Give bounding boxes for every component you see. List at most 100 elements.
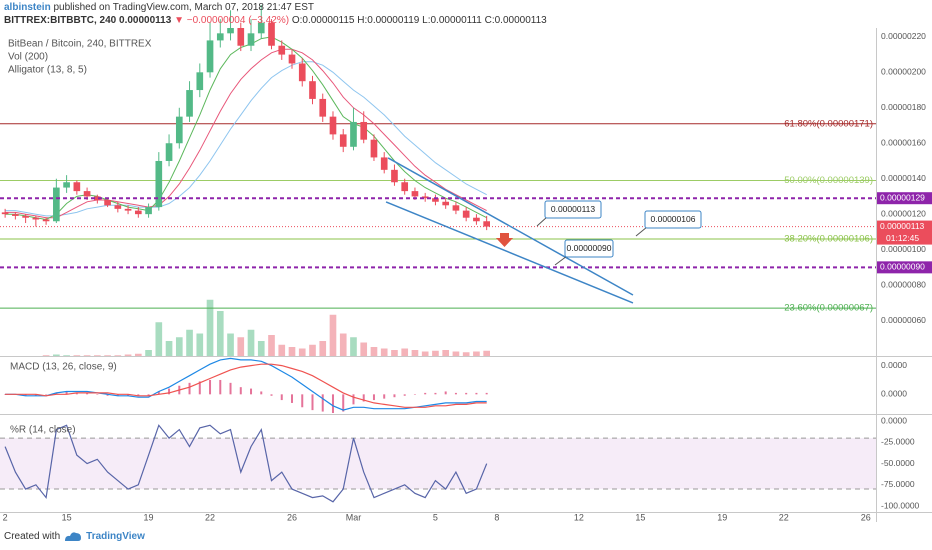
volume-bar [257, 341, 265, 356]
volume-bar [309, 344, 316, 356]
volume-bar [370, 347, 378, 356]
volume-bar [216, 311, 224, 356]
histogram-bar [342, 394, 345, 412]
down-arrow [496, 233, 513, 247]
volume-bar [452, 351, 460, 356]
price-label-box [877, 192, 932, 205]
x-tick-label: 26 [861, 512, 871, 522]
volume-bar [329, 314, 337, 356]
candle-body [73, 182, 81, 192]
plot-layer [0, 4, 876, 503]
y-tick-label: 0.00000080 [881, 279, 926, 289]
candle-body [1, 212, 9, 215]
wr-legend: %R (14, close) [10, 425, 76, 436]
candle-body [12, 214, 19, 216]
volume-bar [268, 335, 275, 356]
candle-body [216, 33, 224, 41]
candle-body [442, 201, 450, 206]
histogram-bar [485, 392, 488, 395]
histogram-bar [475, 392, 478, 395]
histogram-bar [352, 394, 355, 405]
volume-bar [83, 355, 91, 356]
x-tick-label: Mar [346, 512, 362, 522]
volume-bar [124, 354, 132, 356]
y-tick-label: 0.00000160 [881, 137, 926, 147]
histogram-bar [444, 391, 447, 395]
candle-body [462, 210, 470, 218]
candle-body [42, 219, 50, 222]
histogram-bar [65, 391, 68, 395]
volume-bar [206, 299, 214, 356]
main-legend: BitBean / Bitcoin, 240, BITTREX [8, 39, 152, 50]
histogram-bar [219, 379, 222, 395]
x-tick-label: 8 [494, 512, 499, 522]
histogram-bar [291, 394, 293, 403]
candle-body [53, 187, 60, 222]
histogram-bar [403, 394, 406, 396]
change: ▼ −0.00000004 (−3.42%) [174, 15, 290, 26]
candle-body [155, 160, 163, 208]
volume-bar [175, 337, 183, 356]
histogram-bar [331, 394, 334, 413]
volume-bar [186, 329, 193, 356]
callout-label: 0.00000090 [567, 243, 612, 253]
histogram-bar [34, 394, 37, 396]
y-tick-label: 0.00000060 [881, 315, 926, 325]
histogram-bar [413, 394, 416, 395]
candle-body [165, 143, 173, 161]
candle-body [134, 210, 142, 215]
volume-bar [145, 350, 152, 356]
histogram-bar [157, 391, 160, 395]
y-tick-label: -50.0000 [881, 458, 915, 468]
y-tick-label: 0.0000 [881, 360, 907, 370]
histogram-bar [96, 394, 99, 395]
volume-bar [94, 355, 101, 356]
price-label: 0.00000113 [880, 221, 925, 231]
volume-bar [73, 355, 81, 356]
volume-bar [114, 355, 122, 356]
histogram-bar [239, 387, 242, 395]
price-label-box [877, 220, 932, 245]
histogram-bar [393, 394, 396, 398]
candle-body [247, 33, 255, 46]
volume-bar [380, 348, 388, 356]
candle-body [339, 134, 347, 147]
y-tick-label: 0.00000220 [881, 31, 926, 41]
histogram-bar [372, 394, 375, 401]
histogram-bar [209, 379, 212, 395]
brand[interactable]: TradingView [86, 530, 145, 542]
author[interactable]: albinstein [4, 2, 51, 13]
candle-body [288, 54, 296, 64]
histogram-bar [311, 394, 314, 411]
volume-bar [391, 350, 398, 356]
volume-bar [411, 350, 419, 356]
candle-body [432, 198, 439, 202]
candle-body [227, 28, 234, 34]
band [0, 438, 876, 490]
histogram-bar [198, 381, 201, 395]
x-tick-label: 19 [717, 512, 727, 522]
volume-bar [165, 341, 173, 356]
y-tick-label: 0.00000200 [881, 67, 926, 77]
candle-body [104, 199, 111, 206]
volume-bar [319, 341, 327, 356]
price-label: 0.00000129 [880, 192, 925, 202]
histogram-bar [86, 392, 89, 395]
candle-body [473, 217, 480, 222]
volume-bar [421, 351, 429, 356]
trendline [387, 157, 634, 296]
candle-body [63, 182, 70, 188]
histogram-bar [45, 394, 48, 395]
volume-bar [339, 333, 347, 356]
histogram-bar [321, 394, 324, 412]
callout-label: 0.00000106 [651, 214, 696, 224]
volume-bar [432, 350, 439, 356]
volume-bar [401, 348, 409, 356]
header-line: albinstein published on TradingView.com,… [4, 1, 547, 14]
series-line [4, 424, 488, 503]
logo [65, 532, 82, 541]
overlay-layer: 2 15 19 22 26 Mar 5 8 12 15 19 22 26 0.00000220 0.0000… [3, 31, 932, 522]
y-tick-label: 0.00000180 [881, 102, 926, 112]
